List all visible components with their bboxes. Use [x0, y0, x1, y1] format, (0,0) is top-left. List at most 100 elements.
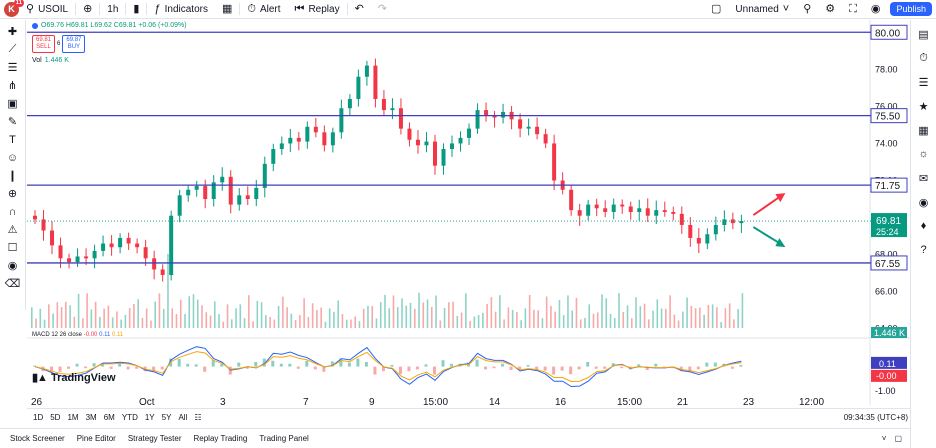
- bottom-tab-replay-trading[interactable]: Replay Trading: [193, 434, 248, 443]
- volume-bar: [179, 299, 182, 328]
- time-tick-label: 15:00: [617, 397, 642, 405]
- date-range-bar: 1D 5D 1M 3M 6M YTD 1Y 5Y All ☷ 09:34:35 (UTC+8): [27, 408, 910, 425]
- time-tick-label: 3: [220, 397, 226, 405]
- trash-icon[interactable]: ⌫: [4, 278, 21, 290]
- collapse-panel-icon[interactable]: ˅: [881, 434, 887, 443]
- range-5y[interactable]: 5Y: [161, 412, 172, 422]
- redo-button[interactable]: ↷: [371, 0, 394, 19]
- up-arrow-drawing: [752, 196, 780, 216]
- fullscreen-button[interactable]: ⛶: [842, 0, 864, 19]
- lock-icon[interactable]: ☐: [7, 242, 18, 254]
- pitchfork-icon[interactable]: ⋔: [7, 80, 18, 92]
- trend-line-icon[interactable]: ⟋: [8, 43, 17, 55]
- macd-histogram-bar: [50, 366, 54, 373]
- bottom-tab-trading-panel[interactable]: Trading Panel: [259, 434, 309, 443]
- macd-signal-line: [34, 351, 742, 383]
- undo-icon: ↶: [354, 2, 364, 15]
- ideas-icon[interactable]: ☼: [918, 148, 929, 160]
- bottom-tab-stock-screener[interactable]: Stock Screener: [10, 434, 65, 443]
- chat-icon[interactable]: ✉: [918, 172, 929, 185]
- magnet-icon[interactable]: ∩: [8, 205, 17, 218]
- layout-button[interactable]: ▢: [704, 0, 728, 19]
- range-all[interactable]: All: [178, 412, 188, 422]
- volume-bar: [235, 308, 237, 328]
- range-1y[interactable]: 1Y: [144, 412, 155, 422]
- settings-button[interactable]: ⚙: [818, 0, 842, 19]
- volume-bar: [282, 296, 284, 328]
- lock-drawings-icon[interactable]: ⚠: [7, 224, 18, 236]
- range-1d[interactable]: 1D: [33, 412, 44, 422]
- level-tag-label: 67.55: [875, 259, 900, 270]
- macd-histogram-bar: [356, 358, 360, 367]
- bottom-tab-strategy-tester[interactable]: Strategy Tester: [127, 434, 182, 443]
- macd-histogram-bar: [305, 360, 309, 367]
- range-ytd[interactable]: YTD: [121, 412, 138, 422]
- calendar-icon[interactable]: ▦: [918, 124, 929, 137]
- streams-icon[interactable]: ◉: [918, 196, 929, 209]
- alerts-icon[interactable]: ⏱: [919, 51, 928, 64]
- candle-body: [671, 212, 676, 214]
- candle-body: [526, 126, 531, 129]
- level-tag-label: 80.00: [875, 28, 900, 39]
- range-6m[interactable]: 6M: [103, 412, 115, 422]
- publish-button[interactable]: Publish: [890, 2, 932, 16]
- tradingview-logo[interactable]: ▮▲ TradingView: [32, 371, 116, 385]
- snapshot-button[interactable]: ◉: [864, 0, 888, 19]
- emoji-icon[interactable]: ☺: [6, 151, 19, 164]
- candle-body: [41, 219, 46, 231]
- rectangle-icon[interactable]: ▣: [7, 98, 18, 110]
- goto-date-icon[interactable]: ☷: [194, 412, 202, 422]
- zoom-in-icon[interactable]: ⊕: [7, 188, 18, 200]
- text-icon[interactable]: T: [9, 133, 16, 146]
- interval-button[interactable]: 1h: [107, 3, 119, 15]
- chart-type-button[interactable]: ▮: [126, 0, 146, 19]
- watchlist-icon[interactable]: ▤: [918, 28, 929, 41]
- candle-body: [492, 115, 497, 118]
- macd-histogram-bar: [501, 363, 505, 367]
- range-1m[interactable]: 1M: [67, 412, 79, 422]
- candle-body: [679, 213, 684, 225]
- volume-bar: [350, 319, 352, 328]
- user-avatar[interactable]: K 11: [4, 0, 24, 17]
- macd-histogram-bar: [160, 366, 164, 370]
- buy-button[interactable]: 69.87 BUY: [62, 35, 86, 53]
- candle-body: [722, 219, 727, 225]
- volume-bar: [473, 316, 476, 328]
- volume-bar: [299, 315, 301, 328]
- timezone-clock[interactable]: 09:34:35 (UTC+8): [843, 412, 908, 422]
- replay-button[interactable]: ⏮ Replay: [294, 2, 340, 15]
- quick-search-button[interactable]: ⚲: [796, 0, 818, 19]
- volume-bar: [86, 293, 88, 328]
- indicators-button[interactable]: ƒ Indicators: [154, 2, 208, 15]
- macd-histogram-bar: [177, 358, 181, 367]
- volume-bar: [324, 321, 327, 328]
- volume-bar: [222, 321, 225, 328]
- range-3m[interactable]: 3M: [85, 412, 97, 422]
- compare-button[interactable]: ⊕: [76, 0, 99, 19]
- ruler-icon[interactable]: ❙: [7, 170, 18, 182]
- crosshair-icon[interactable]: ✚: [7, 26, 18, 38]
- range-5d[interactable]: 5D: [50, 412, 61, 422]
- volume-bar: [90, 309, 93, 328]
- macd-histogram-bar: [398, 366, 402, 375]
- hotlist-icon[interactable]: ★: [918, 100, 929, 113]
- macd-line: [34, 346, 742, 388]
- candle-body: [441, 149, 446, 166]
- layout-name-button[interactable]: Unnamed ˅: [735, 2, 790, 15]
- volume-bar: [94, 301, 97, 328]
- bottom-tab-pine-editor[interactable]: Pine Editor: [76, 434, 116, 443]
- templates-button[interactable]: ▦: [215, 0, 239, 19]
- price-chart[interactable]: 80.0078.0076.0074.0072.0070.0068.0066.00…: [27, 20, 910, 405]
- layers-icon[interactable]: ☰: [918, 76, 929, 89]
- redo-icon: ↷: [377, 2, 388, 15]
- help-icon[interactable]: ?: [920, 244, 927, 256]
- sell-button[interactable]: 69.81 SELL: [32, 35, 56, 53]
- brush-icon[interactable]: ✎: [7, 116, 18, 128]
- notifications-icon[interactable]: ♦: [920, 220, 927, 232]
- alert-button[interactable]: ⏱ Alert: [247, 2, 281, 15]
- horizontal-lines-icon[interactable]: ☰: [7, 62, 18, 74]
- maximize-panel-icon[interactable]: ▢: [894, 434, 902, 443]
- eye-icon[interactable]: ◉: [7, 260, 18, 272]
- symbol-search-button[interactable]: ⚲ USOIL: [19, 0, 75, 19]
- undo-button[interactable]: ↶: [348, 0, 371, 19]
